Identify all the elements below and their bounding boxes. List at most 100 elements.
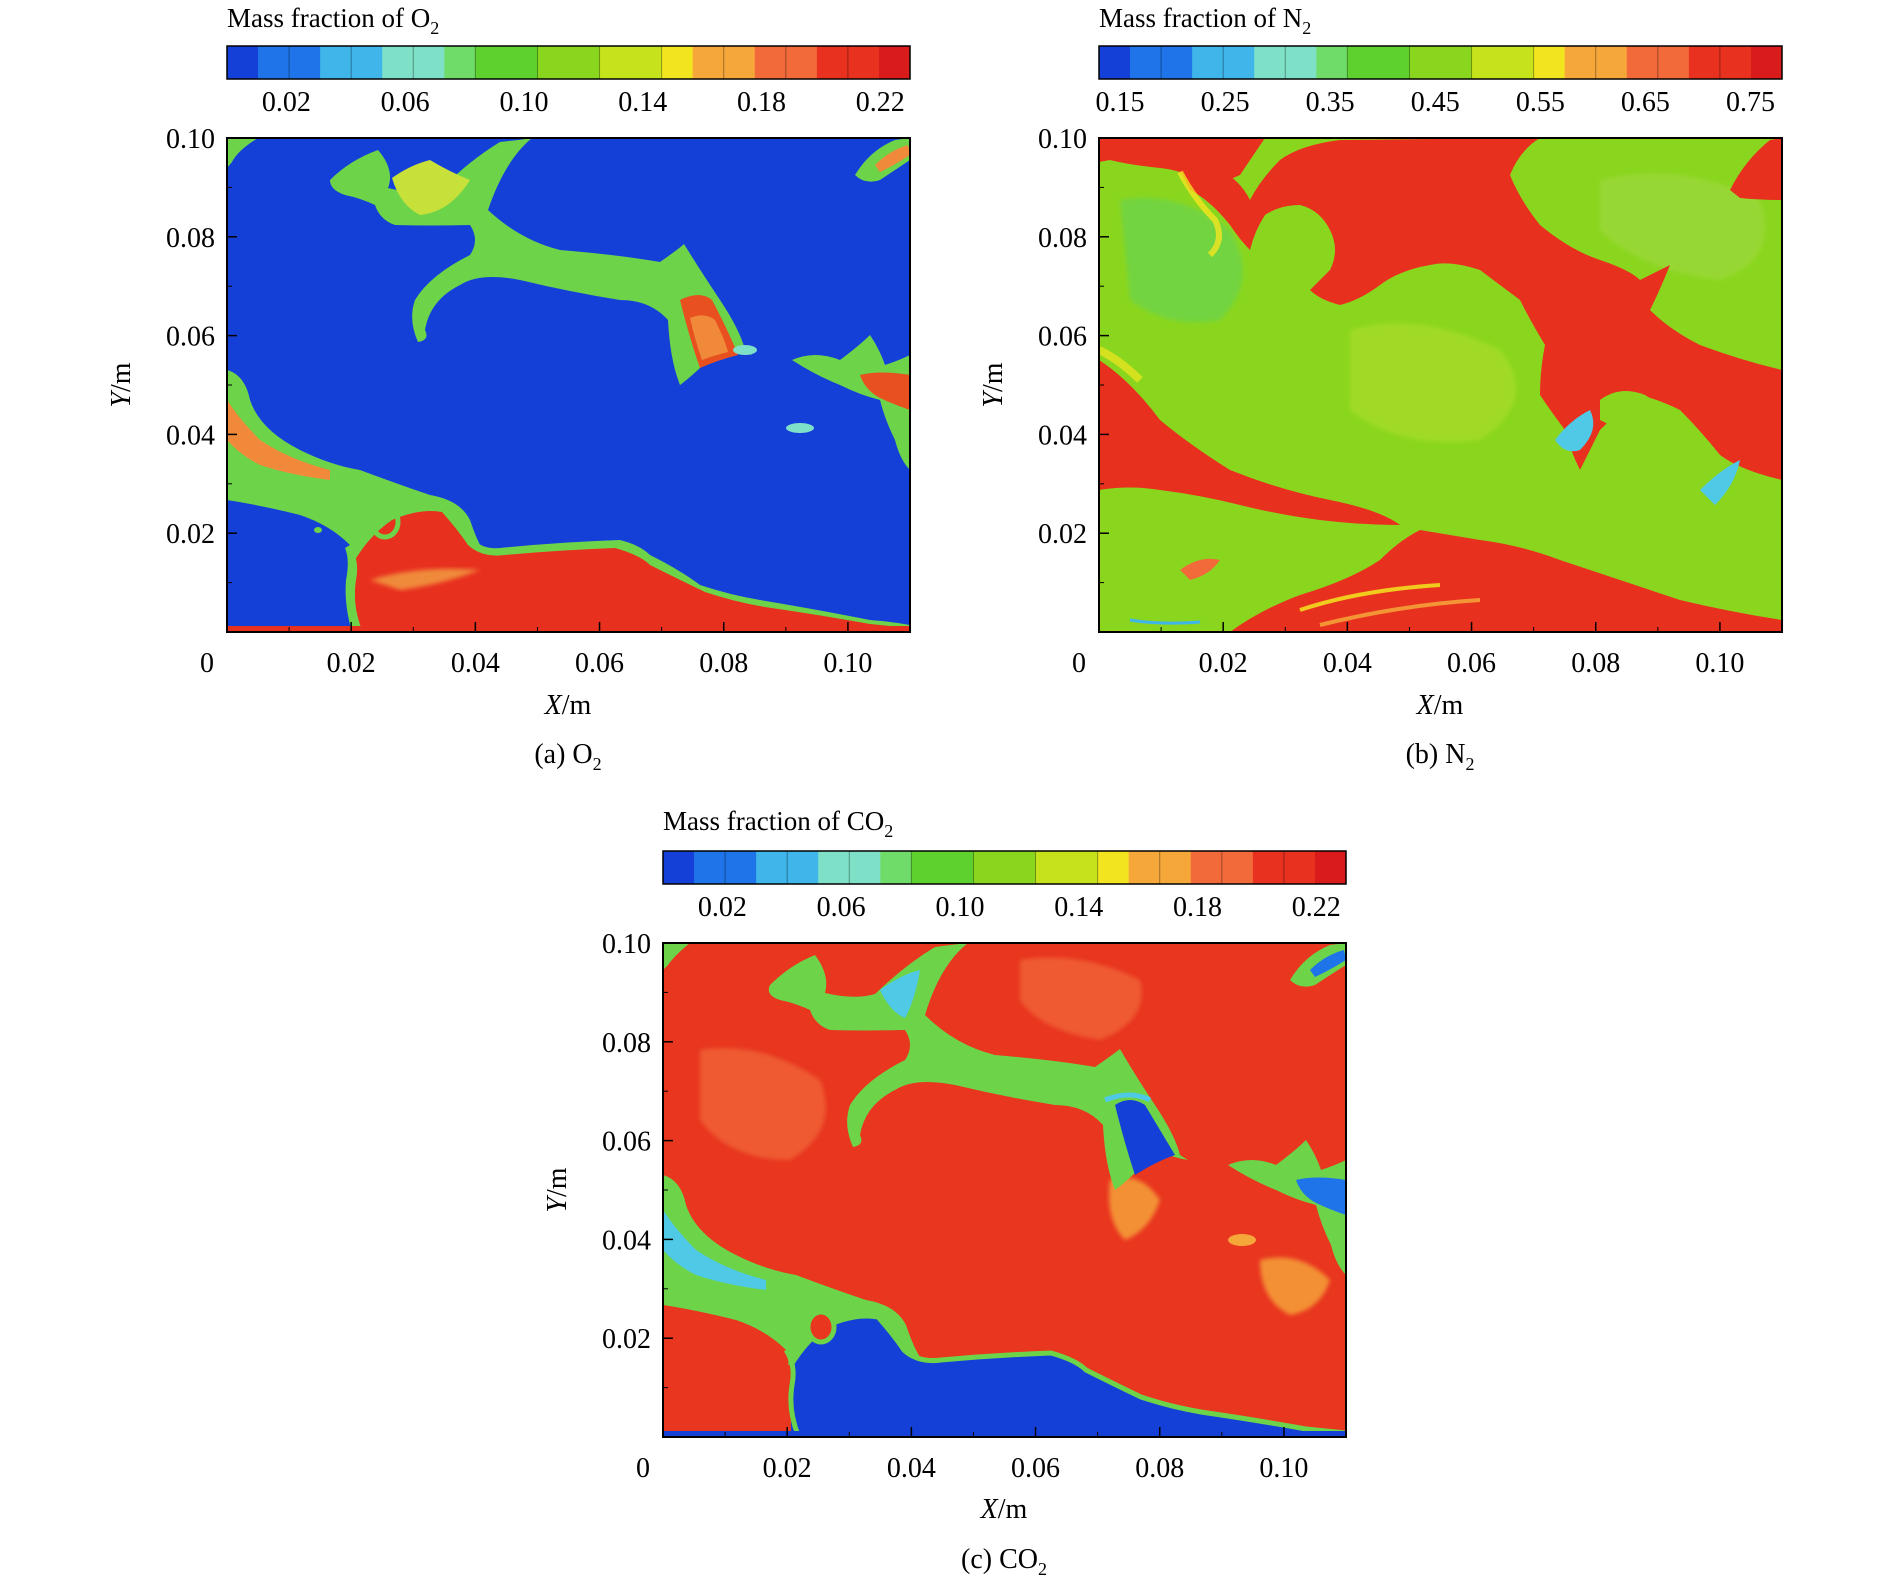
o2-small-dot	[314, 527, 322, 533]
y-tick-label: 0.08	[1038, 223, 1087, 254]
x-tick-label: 0.08	[699, 648, 748, 679]
colorbar-tick-label: 0.10	[499, 87, 548, 118]
colorbar-segment	[1192, 46, 1224, 79]
colorbar-segment	[1316, 46, 1348, 79]
x-tick-label: 0	[636, 1453, 650, 1484]
colorbar-segment	[1347, 46, 1379, 79]
colorbar-segment	[475, 46, 507, 79]
o2-region-left-bottom-pocket	[227, 500, 355, 632]
colorbar-segment	[725, 851, 757, 884]
colorbar-segment	[1223, 46, 1255, 79]
x-tick-label: 0.02	[327, 648, 376, 679]
colorbar-segment	[818, 851, 850, 884]
colorbar-segment	[1440, 46, 1473, 79]
y-tick-label: 0.04	[166, 420, 215, 451]
colorbar-tick-label: 0.06	[817, 892, 866, 923]
panel-caption-b: (b) N2	[1406, 739, 1475, 774]
colorbar-tick-label: 0.22	[1292, 892, 1341, 923]
colorbar-segment	[382, 46, 414, 79]
x-ticks-c: 0 0.02 0.04 0.06 0.08 0.10	[636, 1427, 1308, 1484]
o2-region-upper-plume-hot-rim	[690, 315, 728, 360]
colorbar-segment	[1626, 46, 1659, 79]
o2-ring-blob	[369, 504, 401, 540]
x-tick-label: 0.04	[451, 648, 500, 679]
colorbar-frame	[662, 850, 1347, 885]
y-tick-label: 0.08	[166, 223, 215, 254]
y-tick-label: 0.10	[166, 124, 215, 155]
colorbar-segment	[1378, 46, 1410, 79]
co2-mottle-3	[1260, 1257, 1330, 1315]
heatmap-field-a	[227, 138, 910, 632]
y-tick-label: 0.06	[1038, 322, 1087, 353]
o2-region-upper-plume-core	[392, 160, 470, 215]
colorbar-segment	[663, 851, 695, 884]
panel-a: Mass fraction of O2 0.02 0.06 0.10 0.14 0.18…	[106, 3, 911, 774]
heatmap-field-b	[1099, 138, 1782, 632]
colorbar-segment	[723, 46, 756, 79]
x-tick-label: 0.06	[575, 648, 624, 679]
o2-region-left-pocket-rim	[345, 545, 362, 632]
colorbar-segment	[1097, 851, 1130, 884]
colorbar-tick-label: 0.65	[1621, 87, 1670, 118]
colorbar-title-b: Mass fraction of N2	[1099, 3, 1311, 38]
colorbar-segment	[787, 851, 819, 884]
y-ticks-b: 0.02 0.04 0.06 0.08 0.10	[1038, 124, 1109, 584]
n2-region-bottom-yellow-streak-2	[1319, 598, 1481, 627]
co2-region-upper-plume-cyan	[880, 970, 920, 1018]
x-tick-label: 0.10	[1695, 648, 1744, 679]
x-tick-label: 0.04	[887, 1453, 936, 1484]
x-tick-label: 0.10	[823, 648, 872, 679]
colorbar-segment	[1595, 46, 1628, 79]
colorbar-frame	[1098, 45, 1783, 80]
colorbar-segment	[320, 46, 352, 79]
colorbar-segment	[1314, 851, 1347, 884]
colorbar-segment	[661, 46, 694, 79]
ylabel-a: Y/m	[106, 362, 137, 407]
colorbar-segment	[1221, 851, 1254, 884]
colorbar-title-a: Mass fraction of O2	[227, 3, 439, 38]
co2-mottle-4	[1109, 1177, 1160, 1240]
co2-region-bottom-blue	[791, 1316, 1346, 1437]
n2-region-top-right-red	[1730, 138, 1782, 200]
y-tick-label: 0.06	[602, 1127, 651, 1158]
o2-region-lower-warm-streak	[370, 568, 480, 590]
y-tick-label: 0.06	[166, 322, 215, 353]
y-tick-label: 0.10	[1038, 124, 1087, 155]
co2-region-left-bottom-red-rim	[783, 1348, 801, 1436]
y-ticks-a: 0.02 0.04 0.06 0.08 0.10	[166, 124, 237, 584]
y-tick-label: 0.02	[1038, 519, 1087, 550]
n2-region-upper-plume-edge	[1177, 170, 1222, 258]
panel-c: Mass fraction of CO2 0.02 0.06 0.10 0.14 0.1…	[542, 806, 1347, 1579]
n2-region-right-inner-green	[1600, 391, 1720, 461]
x-tick-label: 0.02	[1199, 648, 1248, 679]
y-tick-label: 0.02	[166, 519, 215, 550]
colorbar-segment	[1099, 46, 1131, 79]
x-ticks-a: 0 0.02 0.04 0.06 0.08 0.10	[200, 622, 872, 679]
colorbar-tick-label: 0.75	[1726, 87, 1775, 118]
colorbar-segment	[1159, 851, 1192, 884]
x-tick-label: 0.06	[1011, 1453, 1060, 1484]
colorbar-b	[1098, 45, 1783, 80]
co2-small-blob	[1228, 1234, 1256, 1246]
colorbar-segment	[630, 46, 663, 79]
n2-region-cyan-streak	[1555, 410, 1594, 452]
colorbar-a	[226, 45, 911, 80]
x-ticks-b: 0 0.02 0.04 0.06 0.08 0.10	[1072, 622, 1744, 679]
colorbar-segment	[878, 46, 911, 79]
o2-region-top-right-corner-core	[875, 145, 910, 172]
colorbar-segment	[1750, 46, 1783, 79]
colorbar-segment	[692, 46, 725, 79]
co2-region-right-plume	[1228, 1140, 1346, 1275]
co2-bottom-wall-strip	[663, 1431, 1346, 1437]
panel-b: Mass fraction of N2 0.15 0.25 0.35 0.45 0.55…	[978, 3, 1783, 774]
colorbar-segment	[1471, 46, 1504, 79]
n2-region-lower-left-red	[1099, 360, 1400, 525]
colorbar-segment	[258, 46, 290, 79]
colorbar-segment	[1719, 46, 1752, 79]
colorbar-tick-label: 0.22	[856, 87, 905, 118]
colorbar-segment	[847, 46, 880, 79]
x-tick-label: 0.10	[1259, 1453, 1308, 1484]
x-tick-label: 0	[1072, 648, 1086, 679]
x-tick-label: 0.06	[1447, 648, 1496, 679]
o2-small-blob-2	[786, 423, 814, 433]
